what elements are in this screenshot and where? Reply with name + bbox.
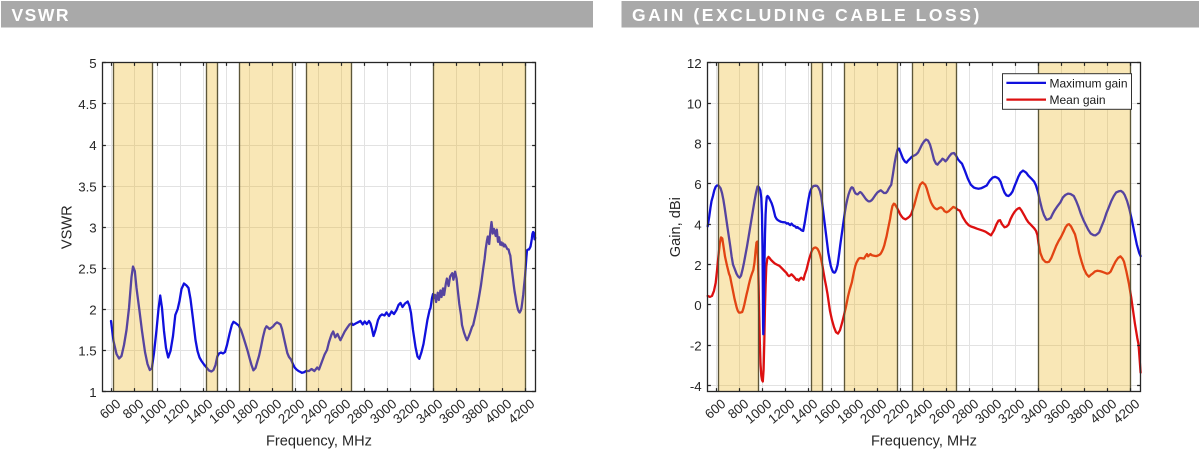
- svg-text:Gain, dBi: Gain, dBi: [668, 197, 684, 257]
- svg-text:3.5: 3.5: [78, 179, 97, 194]
- svg-text:2: 2: [89, 303, 96, 318]
- svg-text:10: 10: [687, 96, 702, 111]
- svg-text:3: 3: [89, 220, 96, 235]
- svg-text:GAIN (EXCLUDING CABLE LOSS): GAIN (EXCLUDING CABLE LOSS): [632, 5, 982, 25]
- svg-text:Frequency, MHz: Frequency, MHz: [266, 434, 372, 450]
- svg-text:VSWR: VSWR: [60, 205, 76, 249]
- svg-text:5: 5: [89, 56, 96, 71]
- svg-text:VSWR: VSWR: [12, 5, 71, 25]
- svg-text:Mean gain: Mean gain: [1050, 93, 1106, 107]
- svg-text:1.5: 1.5: [78, 344, 97, 359]
- svg-text:2.5: 2.5: [78, 262, 97, 277]
- svg-text:Maximum gain: Maximum gain: [1050, 76, 1128, 90]
- svg-text:12: 12: [687, 56, 702, 71]
- svg-text:Frequency, MHz: Frequency, MHz: [871, 434, 977, 450]
- svg-text:6: 6: [694, 177, 701, 192]
- svg-text:4: 4: [694, 217, 701, 232]
- svg-text:0: 0: [694, 298, 701, 313]
- svg-text:4.5: 4.5: [78, 97, 97, 112]
- svg-text:-4: -4: [690, 379, 702, 394]
- svg-text:4: 4: [89, 138, 96, 153]
- svg-text:1: 1: [89, 385, 96, 400]
- svg-text:2: 2: [694, 258, 701, 273]
- svg-text:8: 8: [694, 137, 701, 152]
- svg-text:-2: -2: [690, 339, 702, 354]
